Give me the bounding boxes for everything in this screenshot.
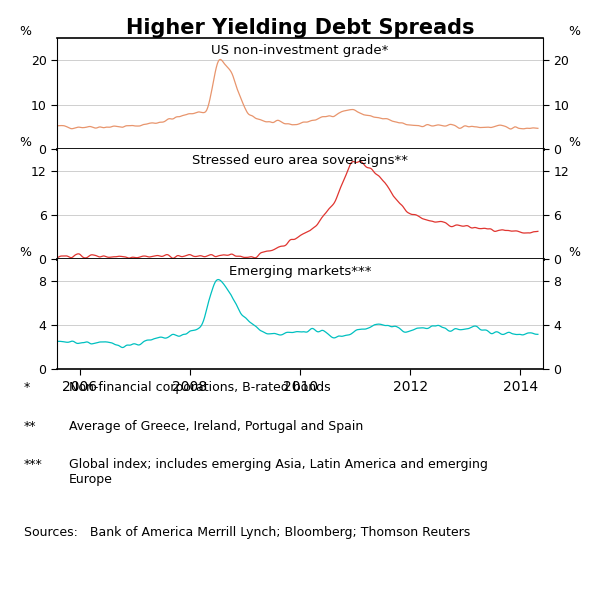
Text: US non-investment grade*: US non-investment grade* xyxy=(211,44,389,57)
Text: %: % xyxy=(569,25,581,38)
Text: *: * xyxy=(24,381,30,394)
Text: Emerging markets***: Emerging markets*** xyxy=(229,265,371,278)
Text: %: % xyxy=(19,136,31,149)
Text: Global index; includes emerging Asia, Latin America and emerging
Europe: Global index; includes emerging Asia, La… xyxy=(69,458,488,486)
Text: Non-financial corporations, B-rated bonds: Non-financial corporations, B-rated bond… xyxy=(69,381,331,394)
Text: ***: *** xyxy=(24,458,43,471)
Text: %: % xyxy=(19,25,31,38)
Text: Average of Greece, Ireland, Portugal and Spain: Average of Greece, Ireland, Portugal and… xyxy=(69,420,363,433)
Text: %: % xyxy=(569,136,581,149)
Text: %: % xyxy=(19,246,31,259)
Text: %: % xyxy=(569,246,581,259)
Text: Higher Yielding Debt Spreads: Higher Yielding Debt Spreads xyxy=(126,18,474,38)
Text: Sources:   Bank of America Merrill Lynch; Bloomberg; Thomson Reuters: Sources: Bank of America Merrill Lynch; … xyxy=(24,526,470,539)
Text: Stressed euro area sovereigns**: Stressed euro area sovereigns** xyxy=(192,154,408,167)
Text: **: ** xyxy=(24,420,37,433)
